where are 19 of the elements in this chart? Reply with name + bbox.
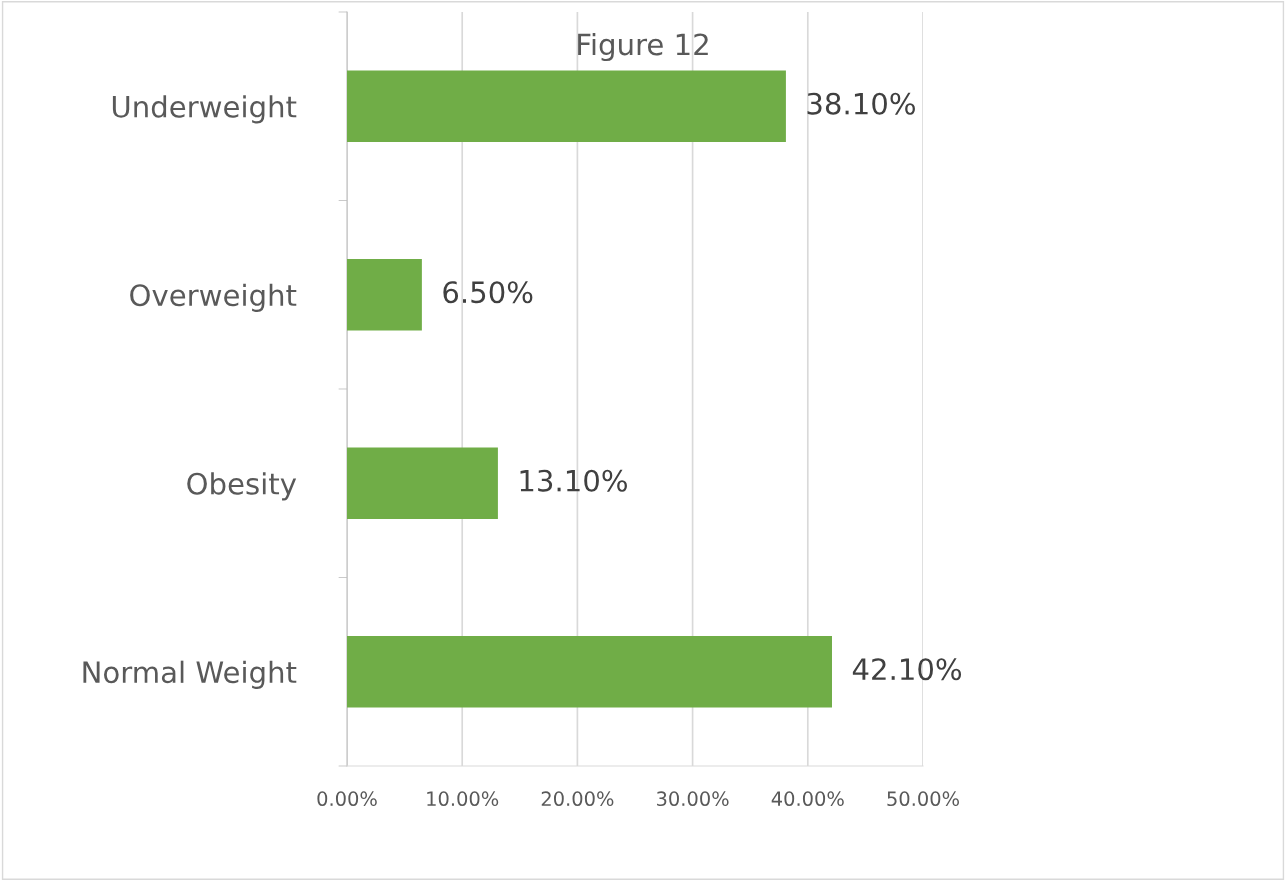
y-tick-label: Obesity: [187, 472, 297, 501]
data-label: 42.10%: [852, 658, 962, 681]
x-tick-label: 50.00%: [887, 791, 959, 807]
data-label: 38.10%: [807, 92, 915, 115]
bar: [347, 258, 422, 331]
y-tick-label: Overweight: [130, 283, 297, 312]
data-label: 6.50%: [443, 281, 533, 304]
x-tick-label: 30.00%: [657, 791, 729, 807]
bar: [347, 635, 832, 708]
x-tick-label: 0.00%: [317, 791, 377, 807]
y-tick-label: Underweight: [112, 95, 297, 124]
bar: [347, 70, 786, 143]
text: Figure 12: [578, 32, 708, 62]
x-tick-label: 10.00%: [427, 791, 499, 807]
x-tick-label: 20.00%: [541, 791, 614, 807]
y-tick-label: Normal Weight: [83, 660, 297, 689]
x-tick-label: 40.00%: [771, 791, 844, 807]
data-label: 13.10%: [520, 469, 627, 492]
bar: [347, 447, 498, 520]
